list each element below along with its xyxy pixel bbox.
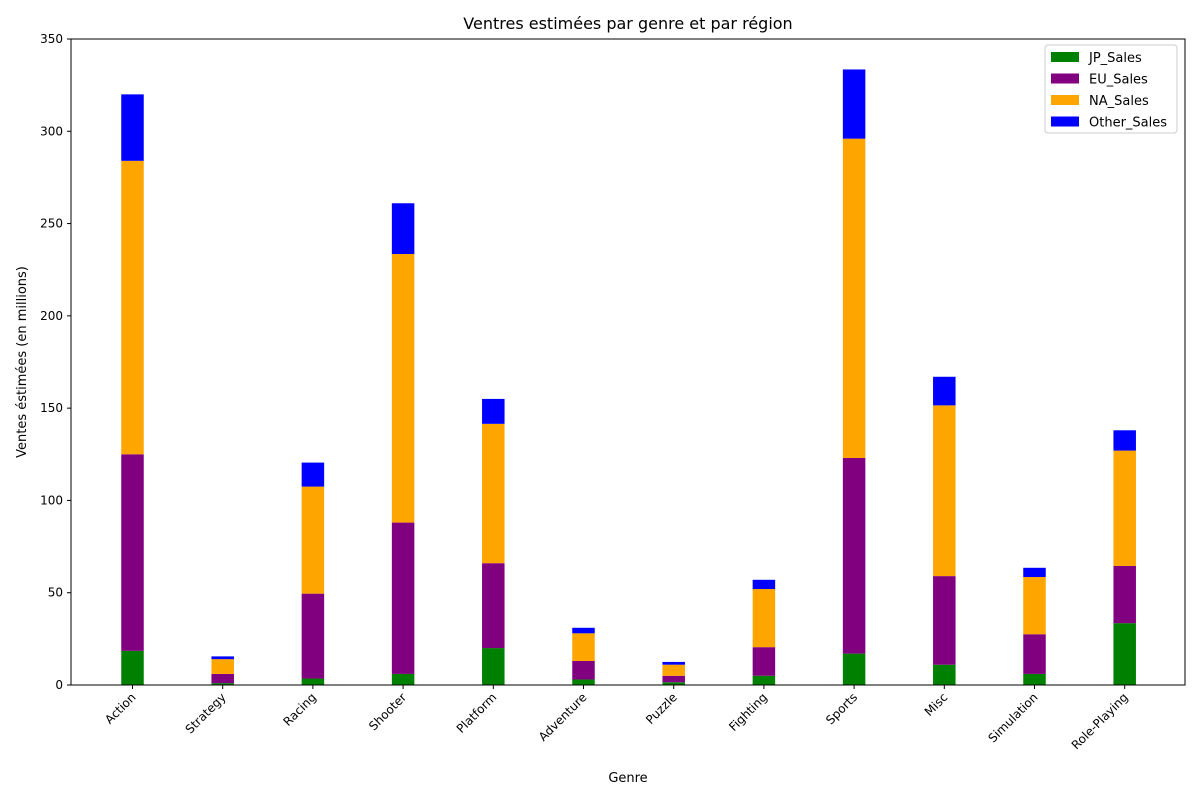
legend-label-3: Other_Sales [1089,116,1167,131]
bar-na-sales-11 [1113,450,1136,566]
bar-na-sales-1 [211,659,234,674]
bar-jp-sales-11 [1113,623,1136,685]
y-axis-label: Ventes éstimées (en millions) [15,266,30,458]
x-tick-label-9: Misc [922,690,951,719]
bar-na-sales-0 [121,160,144,455]
bar-na-sales-8 [842,138,866,458]
legend-label-0: JP_Sales [1088,51,1142,66]
y-tick-label-7: 350 [40,32,63,46]
bar-eu-sales-2 [301,593,325,679]
bar-jp-sales-0 [121,650,144,685]
x-tick-label-6: Puzzle [643,690,680,727]
x-tick-label-3: Shooter [366,690,409,733]
bar-jp-sales-10 [1023,673,1046,685]
bar-eu-sales-7 [752,647,776,676]
bar-eu-sales-0 [121,454,144,651]
bar-other-sales-8 [842,69,866,139]
x-tick-label-1: Strategy [183,690,229,736]
x-tick-label-2: Racing [280,690,319,729]
y-tick-label-4: 200 [40,309,63,323]
bar-na-sales-2 [301,486,325,594]
bar-na-sales-5 [572,633,595,662]
x-tick-label-0: Action [102,690,138,726]
bar-eu-sales-10 [1023,634,1046,674]
legend-swatch-2 [1051,95,1079,105]
y-tick-label-2: 100 [40,493,63,507]
bar-jp-sales-7 [752,675,776,685]
bar-other-sales-2 [301,462,325,487]
y-tick-label-1: 50 [48,586,63,600]
legend: JP_Sales EU_Sales NA_Sales Other_Sales [1044,44,1178,134]
bars-layer [121,69,1136,685]
legend-label-1: EU_Sales [1089,73,1148,88]
bar-other-sales-4 [482,398,505,424]
bar-eu-sales-5 [572,661,595,680]
y-tick-label-5: 250 [40,217,63,231]
bar-eu-sales-9 [933,576,956,665]
bar-other-sales-0 [121,94,144,161]
bar-other-sales-10 [1023,567,1046,578]
bar-eu-sales-11 [1113,565,1136,624]
bar-other-sales-9 [933,376,956,406]
bar-eu-sales-4 [482,563,505,649]
bar-other-sales-6 [662,661,685,665]
legend-label-2: NA_Sales [1089,94,1149,109]
y-tick-label-3: 150 [40,401,63,415]
legend-box [1044,44,1178,134]
legend-swatch-1 [1051,73,1079,84]
bar-jp-sales-8 [842,653,866,685]
x-axis: Action Strategy Racing Shooter Platform Adven… [102,685,1131,752]
legend-swatch-0 [1051,52,1079,62]
bar-na-sales-4 [482,423,505,564]
bar-eu-sales-3 [391,522,415,674]
bar-na-sales-3 [391,254,415,523]
y-axis: 0 50 100 150 200 250 300 350 [40,32,71,692]
x-tick-label-8: Sports [823,690,860,727]
x-tick-label-4: Platform [454,690,500,736]
bar-other-sales-1 [211,656,234,660]
bar-jp-sales-1 [211,683,234,685]
bar-jp-sales-3 [391,673,415,685]
bar-eu-sales-6 [662,675,685,683]
chart-title: Ventres estimées par genre et par région [463,14,792,33]
plot-frame [70,38,1186,686]
bar-other-sales-3 [391,203,415,255]
y-tick-label-0: 0 [55,678,63,692]
bar-na-sales-9 [933,405,956,577]
bar-na-sales-6 [662,664,685,676]
y-tick-label-6: 300 [40,124,63,138]
bar-eu-sales-1 [211,673,234,684]
x-tick-label-11: Role-Playing [1069,690,1131,752]
bar-jp-sales-6 [662,682,685,685]
bar-na-sales-10 [1023,577,1046,635]
bar-jp-sales-5 [572,679,595,685]
bar-other-sales-5 [572,627,595,634]
bar-eu-sales-8 [842,457,866,654]
bar-other-sales-11 [1113,430,1136,451]
bar-jp-sales-9 [933,664,956,685]
bar-jp-sales-4 [482,648,505,685]
x-tick-label-10: Simulation [986,690,1041,745]
x-axis-label: Genre [608,771,647,786]
bar-na-sales-7 [752,589,776,648]
x-tick-label-7: Fighting [726,690,770,734]
x-tick-label-5: Adventure [536,690,590,744]
bar-jp-sales-2 [301,678,325,685]
bar-other-sales-7 [752,579,776,590]
legend-swatch-3 [1051,116,1079,127]
